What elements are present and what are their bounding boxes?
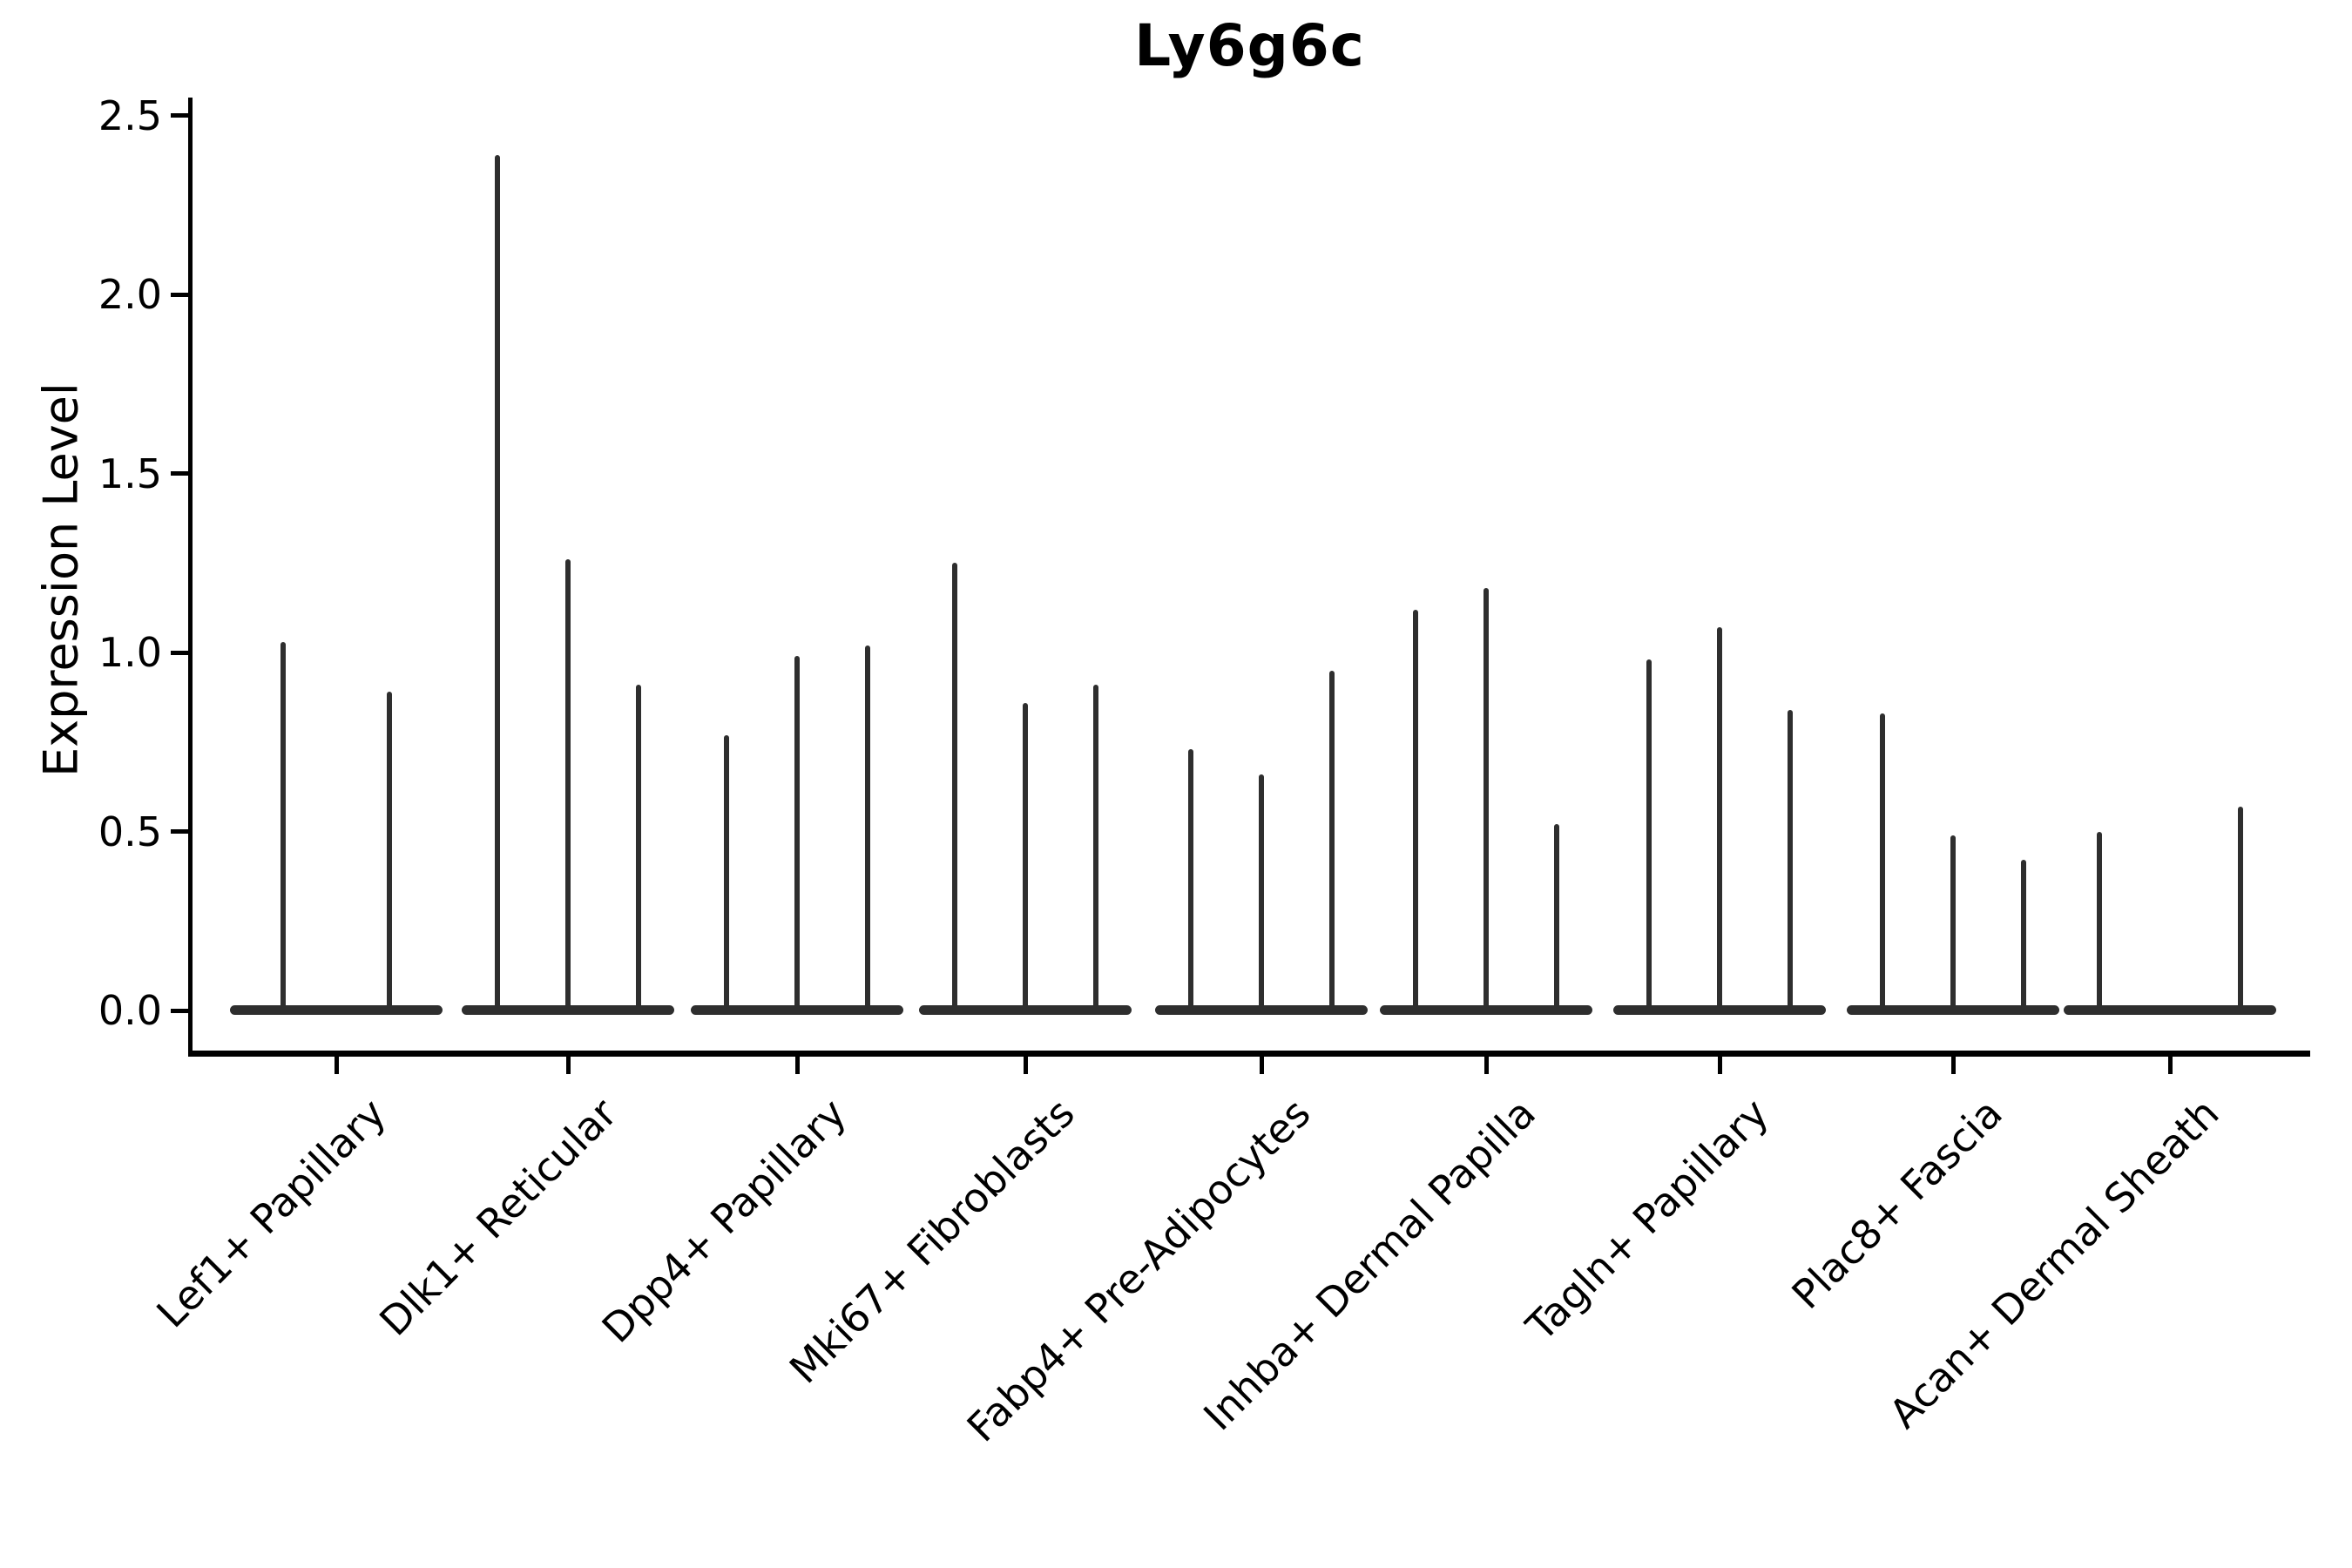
- y-tick: [171, 292, 188, 297]
- violin-spike: [1023, 702, 1028, 1015]
- violin-spike: [1093, 684, 1099, 1015]
- violin-spike: [1412, 609, 1418, 1015]
- violin-spike: [1717, 627, 1722, 1015]
- y-tick: [171, 650, 188, 655]
- violin-spike: [1646, 659, 1652, 1015]
- violin-spike: [865, 645, 871, 1015]
- x-axis-spine: [188, 1051, 2310, 1057]
- violin-spike: [1950, 835, 1956, 1015]
- x-tick: [1717, 1057, 1722, 1074]
- y-tick: [171, 1008, 188, 1013]
- violin-spike: [387, 692, 392, 1015]
- y-tick-label: 2.5: [98, 91, 162, 139]
- y-tick: [171, 471, 188, 476]
- violin-spike: [1788, 709, 1794, 1015]
- x-tick: [1023, 1057, 1028, 1074]
- x-tick: [794, 1057, 800, 1074]
- x-tick-label: Tagln+ Papillary: [1517, 1089, 1778, 1350]
- x-tick-label: Dlk1+ Reticular: [370, 1089, 626, 1345]
- violin-spike: [1259, 774, 1264, 1015]
- violin-spike: [2021, 860, 2027, 1015]
- violin-spike: [1554, 824, 1560, 1015]
- violin-spike: [794, 656, 800, 1015]
- violin-spike: [951, 563, 957, 1015]
- y-axis-spine: [188, 98, 193, 1056]
- violin-base: [230, 1005, 443, 1015]
- violin-spike: [280, 641, 286, 1015]
- y-tick-label: 1.0: [98, 629, 162, 676]
- x-tick: [565, 1057, 571, 1074]
- x-tick: [1259, 1057, 1264, 1074]
- chart-title: Ly6g6c: [1134, 12, 1365, 79]
- x-tick: [2167, 1057, 2173, 1074]
- violin-spike: [1187, 748, 1193, 1015]
- violin-spike: [494, 154, 500, 1015]
- violin-spike: [723, 734, 729, 1015]
- violin-spike: [1329, 670, 1335, 1015]
- y-tick-label: 2.0: [98, 271, 162, 318]
- x-tick: [1484, 1057, 1489, 1074]
- x-tick-label: Lef1+ Papillary: [146, 1089, 395, 1337]
- y-tick-label: 0.5: [98, 808, 162, 855]
- x-tick-label: Dpp4+ Papillary: [592, 1089, 855, 1352]
- y-tick-label: 1.5: [98, 449, 162, 497]
- violin-base: [2064, 1005, 2276, 1015]
- violin-spike: [1879, 713, 1885, 1015]
- x-tick: [1950, 1057, 1956, 1074]
- y-tick: [171, 829, 188, 834]
- x-tick: [334, 1057, 339, 1074]
- x-tick-label: Plac8+ Fascia: [1782, 1089, 2011, 1318]
- violin-spike: [636, 684, 642, 1015]
- y-tick-label: 0.0: [98, 987, 162, 1034]
- violin-spike: [1484, 588, 1489, 1015]
- violin-spike: [2238, 806, 2244, 1015]
- violin-spike: [2096, 831, 2102, 1015]
- violin-spike: [565, 559, 571, 1015]
- y-tick: [171, 113, 188, 118]
- y-axis-label: Expression Level: [33, 382, 89, 777]
